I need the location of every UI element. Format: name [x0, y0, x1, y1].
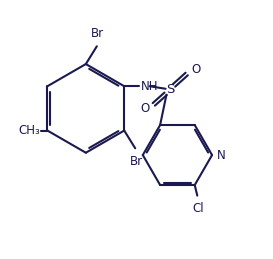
- Text: CH₃: CH₃: [19, 124, 40, 137]
- Text: Br: Br: [91, 27, 104, 40]
- Text: O: O: [191, 63, 200, 76]
- Text: Br: Br: [129, 155, 143, 168]
- Text: S: S: [166, 83, 174, 96]
- Text: NH: NH: [141, 80, 159, 93]
- Text: O: O: [140, 102, 150, 115]
- Text: N: N: [217, 149, 226, 162]
- Text: Cl: Cl: [192, 202, 204, 215]
